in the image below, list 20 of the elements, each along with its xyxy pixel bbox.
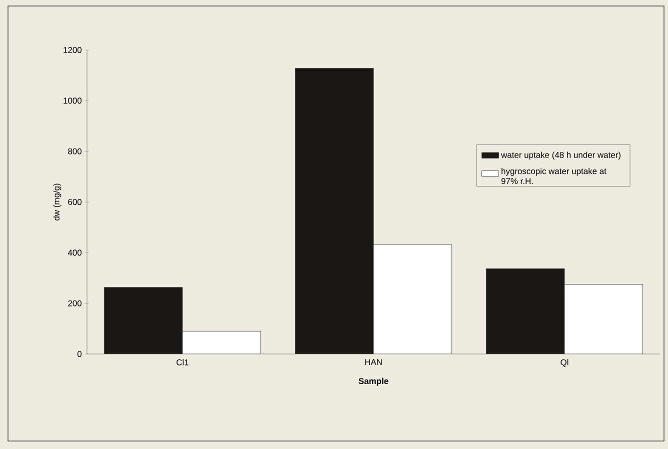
y-tick-label: 400	[68, 250, 82, 256]
bar	[373, 244, 452, 354]
bar	[294, 68, 374, 354]
y-axis-title: dw (mg/g)	[53, 184, 62, 220]
x-tick-label: Ql	[560, 359, 568, 367]
y-tick-label: 0	[77, 350, 82, 357]
y-tick-label: 1200	[64, 46, 82, 53]
legend-label: hygroscopic water uptake at 97% r.H.	[501, 168, 606, 184]
bar	[104, 287, 183, 354]
legend-label: water uptake (48 h under water)	[501, 152, 621, 160]
x-tick-label: HAN	[365, 359, 382, 365]
y-tick-label: 600	[68, 198, 82, 205]
bar	[486, 268, 565, 354]
x-axis-title: Sample	[358, 378, 388, 386]
bar	[182, 330, 262, 354]
y-tick-label: 800	[68, 148, 82, 154]
bar	[564, 284, 644, 354]
x-tick-label: Cl1	[176, 359, 188, 366]
y-tick-label: 200	[68, 300, 82, 306]
y-tick-label: 1000	[64, 98, 82, 104]
